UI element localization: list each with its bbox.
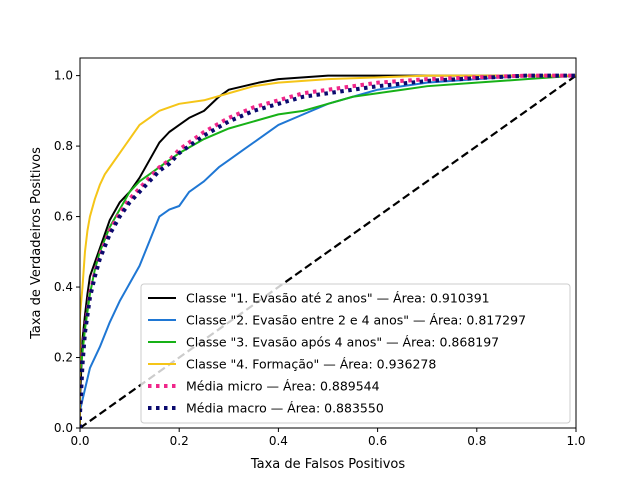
roc-series-line-5: [80, 73, 576, 428]
x-tick-label: 0.8: [467, 434, 486, 448]
legend-label-6: Média macro — Área: 0.883550: [186, 401, 384, 416]
roc-series-line-2: [80, 74, 576, 428]
roc-series-line-4: [80, 74, 576, 428]
legend: Classe "1. Evasão até 2 anos" — Área: 0.…: [140, 283, 571, 424]
legend-box: [140, 283, 571, 424]
roc-series-line-6: [80, 73, 576, 428]
y-tick-label: 0.6: [54, 210, 73, 224]
x-tick-label: 1.0: [566, 434, 585, 448]
legend-label-2: Classe "2. Evasão entre 2 e 4 anos" — Ár…: [186, 313, 526, 328]
legend-label-4: Classe "4. Formação" — Área: 0.936278: [186, 357, 436, 372]
y-tick-label: 0.2: [54, 351, 73, 365]
x-tick-label: 0.4: [269, 434, 288, 448]
y-tick-label: 0.0: [54, 421, 73, 435]
x-tick-label: 0.2: [170, 434, 189, 448]
roc-series-line-1: [80, 74, 576, 428]
x-axis-ticks: 0.0 0.2 0.4 0.6 0.8 1.0: [70, 428, 586, 448]
y-axis-ticks: 0.0 0.2 0.4 0.6 0.8 1.0: [54, 69, 80, 435]
x-axis-label: Taxa de Falsos Positivos: [250, 457, 405, 472]
y-tick-label: 0.4: [54, 280, 73, 294]
x-tick-label: 0.0: [70, 434, 89, 448]
legend-label-3: Classe "3. Evasão após 4 anos" — Área: 0…: [186, 335, 499, 350]
y-tick-label: 0.8: [54, 139, 73, 153]
legend-label-1: Classe "1. Evasão até 2 anos" — Área: 0.…: [186, 291, 490, 306]
legend-label-5: Média micro — Área: 0.889544: [186, 379, 380, 394]
x-tick-label: 0.6: [368, 434, 387, 448]
y-tick-label: 1.0: [54, 69, 73, 83]
series-layer: [80, 73, 576, 428]
legend-entries: Classe "1. Evasão até 2 anos" — Área: 0.…: [148, 291, 526, 416]
y-axis-label: Taxa de Verdadeiros Positivos: [29, 147, 44, 340]
plot-frame: [79, 57, 577, 429]
